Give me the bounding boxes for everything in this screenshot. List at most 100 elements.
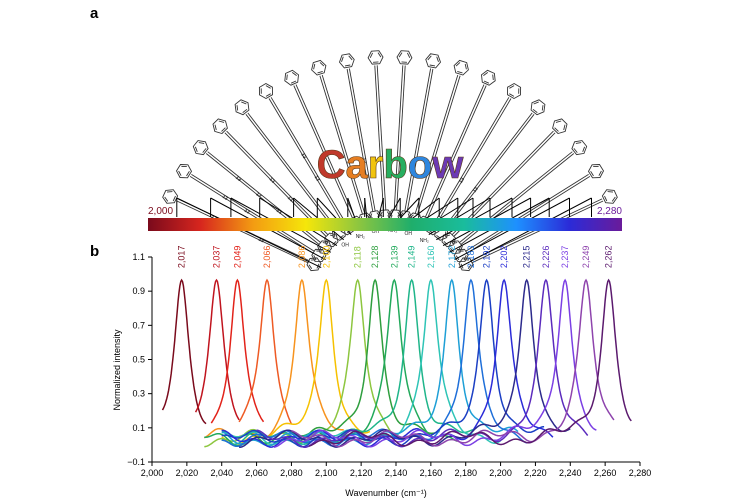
substituent-label: OH xyxy=(341,243,349,249)
y-tick-label: 0.9 xyxy=(132,286,145,296)
chart-axes: 2,000 2,020 2,040 2,060 2,080 2,100 2,120 2,140… xyxy=(127,252,651,478)
isotope-13c-label: 13 xyxy=(234,175,242,183)
spectrum-series-line xyxy=(161,278,207,425)
panel-b: b 2,000 2,020 2,040 2,060 2,080 2,100 2,120 2,1… xyxy=(90,243,651,498)
molecule-structure xyxy=(453,164,605,263)
spectrum-series-line xyxy=(194,278,240,421)
molecule-structure: NH₂ xyxy=(387,50,413,234)
isotope-13c-label: 13 xyxy=(458,176,466,184)
x-tick-label: 2,060 xyxy=(245,468,268,478)
y-tick-label: −0.1 xyxy=(127,457,145,467)
isotope-13c-label: 13 xyxy=(313,175,321,183)
peak-label: 2,262 xyxy=(604,246,614,269)
isotope-13c-label: 13 xyxy=(254,191,262,199)
peak-label: 2,172 xyxy=(447,246,457,269)
peak-label: 2,249 xyxy=(581,246,591,269)
spectrum-series-line xyxy=(204,278,414,448)
molecule-structure: 13 xyxy=(367,50,393,223)
colorbar-min-label: 2,000 xyxy=(148,206,173,217)
carbow-letter: a xyxy=(346,143,369,187)
y-tick-label: 0.1 xyxy=(132,423,145,433)
raman-spectra-chart: 2,000 2,020 2,040 2,060 2,080 2,100 2,120 2,140… xyxy=(127,246,651,478)
isotope-13c-label: 13 xyxy=(268,176,276,184)
peak-label: 2,128 xyxy=(370,246,380,269)
spectra-series xyxy=(161,278,632,449)
peak-label: 2,202 xyxy=(499,246,509,269)
x-tick-label: 2,280 xyxy=(629,468,652,478)
isotope-13c-label: 13 xyxy=(286,195,294,203)
substituent-label: OH xyxy=(372,229,380,235)
isotope-13c-label: 13 xyxy=(299,152,307,160)
spectrum-series-line xyxy=(221,278,527,448)
x-tick-label: 2,040 xyxy=(210,468,233,478)
molecule-structure: OH 13 xyxy=(338,53,383,235)
panel-b-label: b xyxy=(90,243,99,260)
carbow-letter: w xyxy=(431,143,464,187)
spectrum-series-line xyxy=(238,278,293,425)
isotope-13c-label: 13 xyxy=(360,157,367,164)
carbow-letter: o xyxy=(408,143,432,187)
y-tick-label: 0.5 xyxy=(132,355,145,365)
y-tick-label: 1.1 xyxy=(132,252,145,262)
x-axis-label: Wavenumber (cm⁻¹) xyxy=(345,488,426,498)
peak-label: 2,049 xyxy=(232,246,242,269)
peak-label: 2,037 xyxy=(212,246,222,269)
x-tick-label: 2,240 xyxy=(559,468,582,478)
peak-label: 2,215 xyxy=(522,246,532,269)
substituent-label: NH₂ xyxy=(356,234,365,240)
spectrum-series-line xyxy=(239,278,571,449)
x-tick-label: 2,100 xyxy=(315,468,338,478)
peak-label: 2,017 xyxy=(177,246,187,269)
x-tick-label: 2,200 xyxy=(489,468,512,478)
peak-label: 2,149 xyxy=(407,246,417,269)
x-tick-label: 2,180 xyxy=(454,468,477,478)
spectrum-series-line xyxy=(308,278,632,447)
peak-label: 2,118 xyxy=(353,246,363,268)
x-tick-label: 2,140 xyxy=(385,468,408,478)
isotope-13c-label: 13 xyxy=(257,237,265,245)
peak-label: 2,139 xyxy=(389,246,399,269)
peak-label: 2,100 xyxy=(321,246,331,269)
x-tick-label: 2,220 xyxy=(524,468,547,478)
spectrum-series-line xyxy=(291,278,615,448)
molecule-structure: 13 xyxy=(434,99,546,241)
spectrum-series-line xyxy=(273,278,597,448)
peak-label: 2,066 xyxy=(262,246,272,269)
y-tick-label: 0.3 xyxy=(132,389,145,399)
carbow-letter: b xyxy=(383,143,407,187)
peak-label: 2,226 xyxy=(541,246,551,269)
leader-line xyxy=(458,197,592,269)
x-tick-label: 2,020 xyxy=(176,468,199,478)
substituent-label: NH₂ xyxy=(388,228,397,234)
substituent-label: NH₂ xyxy=(420,238,429,244)
molecule-structure: 13 13 xyxy=(212,118,339,248)
peak-label: 2,160 xyxy=(426,246,436,269)
peak-label: 2,086 xyxy=(297,246,307,269)
carbow-title: Carbow xyxy=(317,143,465,187)
peak-labels: 2,017 2,037 2,049 2,066 2,086 2,100 2,118 2,128… xyxy=(177,246,614,269)
carbow-letter: r xyxy=(368,143,384,187)
substituent-label: OH xyxy=(405,231,413,237)
frequency-colorbar xyxy=(148,218,622,231)
spectrum-series-line xyxy=(221,278,554,448)
spectrum-series-line xyxy=(221,278,371,447)
y-tick-label: 0.7 xyxy=(132,320,145,330)
leader-line xyxy=(176,197,322,269)
carbow-letter: C xyxy=(317,143,346,187)
isotope-13c-label: 13 xyxy=(472,186,480,194)
panel-a-label: a xyxy=(90,5,99,22)
peak-label: 2,192 xyxy=(482,246,492,269)
panel-a: a 1313131313131313131313OH1313NH₂OH1313N… xyxy=(90,5,622,272)
peak-label: 2,237 xyxy=(560,246,570,269)
y-axis-label: Normalized intensity xyxy=(112,329,122,411)
isotope-13c-label: 13 xyxy=(377,155,383,161)
spectrum-series-line xyxy=(210,278,265,424)
x-tick-label: 2,160 xyxy=(420,468,443,478)
molecule-structure: NH₂ 13 xyxy=(420,82,522,244)
x-tick-label: 2,000 xyxy=(141,468,164,478)
isotope-13c-label: 13 xyxy=(243,208,251,216)
isotope-13c-label: 13 xyxy=(221,194,229,202)
colorbar-max-label: 2,280 xyxy=(597,206,622,217)
spectrum-series-line xyxy=(221,278,502,446)
